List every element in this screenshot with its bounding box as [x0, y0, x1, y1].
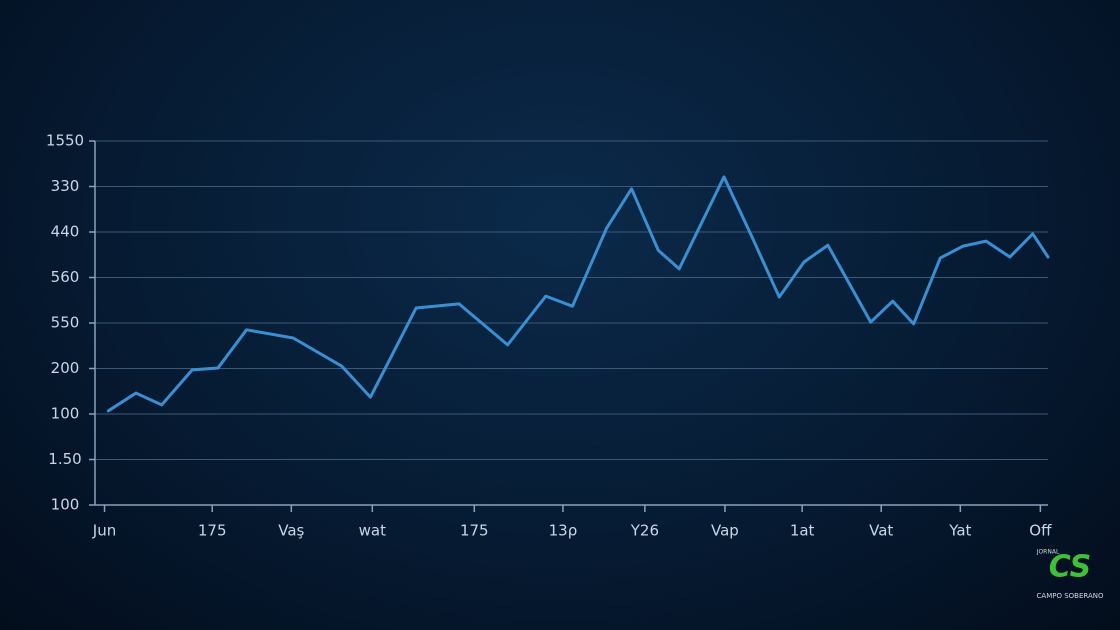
x-tick-label: Off	[1029, 522, 1052, 540]
x-tick-label: wat	[359, 522, 386, 540]
logo-bottom-text: CAMPO SOBERANO	[1037, 592, 1104, 600]
data-line	[106, 175, 1050, 413]
x-tick-label: 175	[198, 522, 227, 540]
logo-mark: CS	[1049, 550, 1092, 585]
logo-top-text: JORNAL	[1036, 549, 1060, 556]
y-tick-label: 200	[51, 359, 80, 377]
y-tick-label: 440	[51, 223, 80, 241]
x-tick-label: Vaş	[278, 522, 304, 540]
y-tick-label: 1.50	[48, 450, 81, 468]
x-tick-label: 1at	[790, 522, 815, 540]
x-tick-label: 13ρ	[549, 522, 578, 540]
x-tick-label: Y26	[630, 522, 659, 540]
logo: JORNAL CS CAMPO SOBERANO	[1036, 549, 1104, 601]
x-tick-label: Vat	[869, 522, 893, 540]
y-tick-label: 100	[51, 405, 80, 423]
x-tick-label: 175	[460, 522, 489, 540]
y-tick-label: 560	[51, 268, 80, 286]
y-tick-label: 1550	[46, 132, 84, 150]
y-tick-label: 100	[51, 496, 80, 514]
plot: 100 1.50 100 200 550 560 440 330 1550 Jun 175 Vaş wa…	[46, 132, 1052, 540]
x-tick-label: Yat	[948, 522, 971, 540]
y-tick-label: 550	[51, 314, 80, 332]
x-tick-label: Jun	[92, 522, 116, 540]
x-tick-label: Vap	[711, 522, 739, 540]
y-tick-label: 330	[51, 177, 80, 195]
